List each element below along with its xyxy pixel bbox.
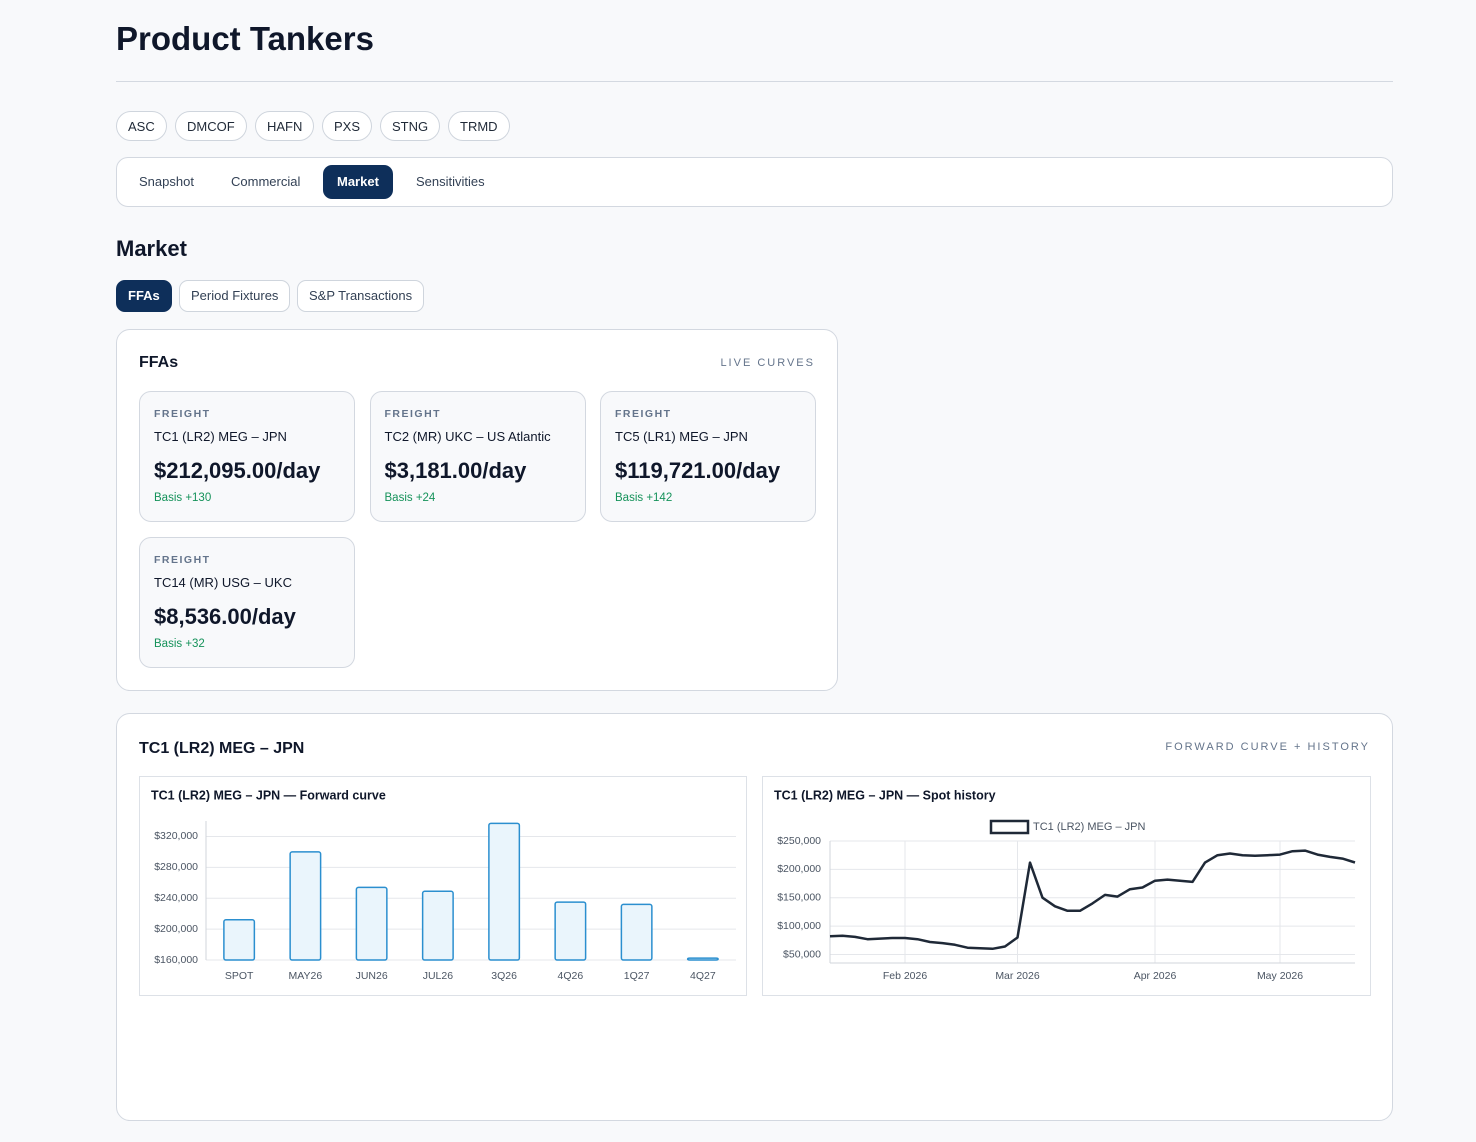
card-basis: Basis +32	[154, 638, 205, 650]
card-label: FREIGHT	[154, 408, 211, 420]
page-title: Product Tankers	[116, 20, 374, 57]
legend-label: TC1 (LR2) MEG – JPN	[1033, 821, 1146, 833]
card-price: $3,181.00/day	[384, 458, 527, 483]
ffa-card: FREIGHT TC14 (MR) USG – UKC $8,536.00/day B…	[139, 537, 355, 668]
chart-title: TC1 (LR2) MEG – JPN — Spot history	[774, 788, 996, 802]
legend-swatch	[989, 819, 1030, 835]
card-label: FREIGHT	[154, 554, 211, 566]
ticker-pill[interactable]: TRMD	[448, 111, 510, 141]
x-tick-label: 4Q27	[690, 970, 716, 982]
tab[interactable]: Sensitivities	[416, 174, 485, 189]
bar	[554, 901, 587, 961]
chart-title: TC1 (LR2) MEG – JPN — Forward curve	[151, 788, 386, 802]
card-price: $119,721.00/day	[615, 458, 781, 483]
card-route: TC2 (MR) UKC – US Atlantic	[384, 429, 551, 444]
subtab[interactable]: FFAs	[116, 280, 172, 312]
y-tick-label: $250,000	[777, 835, 821, 847]
bar	[223, 919, 256, 961]
card-basis: Basis +24	[384, 492, 436, 504]
x-tick-label: Apr 2026	[1134, 970, 1177, 982]
y-tick-label: $160,000	[154, 954, 198, 966]
bar-chart: TC1 (LR2) MEG – JPN — Forward curve $160,…	[151, 788, 736, 982]
ffa-card: FREIGHT TC5 (LR1) MEG – JPN $119,721.00/da…	[600, 391, 816, 522]
x-tick-label: Mar 2026	[995, 970, 1040, 982]
ticker-pill[interactable]: HAFN	[255, 111, 315, 141]
bar	[686, 957, 719, 961]
subtab[interactable]: Period Fixtures	[179, 280, 291, 312]
card-route: TC1 (LR2) MEG – JPN	[154, 429, 287, 444]
panel-tag: FORWARD CURVE + HISTORY	[1165, 741, 1370, 753]
bar	[421, 890, 454, 961]
card-basis: Basis +130	[154, 492, 212, 504]
card-label: FREIGHT	[615, 408, 672, 420]
y-tick-label: $240,000	[154, 892, 198, 904]
card-price: $8,536.00/day	[154, 604, 296, 629]
ticker-pill[interactable]: STNG	[380, 111, 441, 141]
y-tick-label: $280,000	[154, 861, 198, 873]
card-price: $212,095.00/day	[154, 458, 321, 483]
bar	[289, 851, 322, 961]
ticker-pill[interactable]: ASC	[116, 111, 167, 141]
x-tick-label: 1Q27	[624, 970, 650, 982]
y-tick-label: $200,000	[777, 863, 821, 875]
x-tick-label: MAY26	[289, 970, 323, 982]
line	[829, 849, 1356, 951]
chart-box: TC1 (LR2) MEG – JPN — Forward curve $160,…	[139, 776, 747, 996]
card-route: TC5 (LR1) MEG – JPN	[615, 429, 748, 444]
y-tick-label: $50,000	[783, 948, 821, 960]
ffa-card: FREIGHT TC1 (LR2) MEG – JPN $212,095.00/da…	[139, 391, 355, 522]
chart-box: TC1 (LR2) MEG – JPN — Spot history $50,00…	[762, 776, 1371, 996]
card-label: FREIGHT	[384, 408, 442, 420]
ffa-panel: FFAs LIVE CURVES FREIGHT TC1 (LR2) MEG – …	[116, 329, 838, 691]
x-tick-label: JUN26	[356, 970, 388, 982]
bar	[488, 822, 521, 961]
card-basis: Basis +142	[615, 492, 673, 504]
ffa-card: FREIGHT TC2 (MR) UKC – US Atlantic $3,181.…	[369, 391, 586, 522]
panel-title: TC1 (LR2) MEG – JPN	[139, 740, 305, 757]
divider	[116, 81, 1393, 82]
x-tick-label: JUL26	[423, 970, 454, 982]
tab[interactable]: Market	[323, 165, 393, 199]
x-tick-label: 4Q26	[558, 970, 584, 982]
bar	[620, 903, 653, 961]
y-tick-label: $320,000	[154, 830, 198, 842]
tab[interactable]: Snapshot	[139, 174, 194, 189]
y-tick-label: $100,000	[777, 920, 821, 932]
x-tick-label: SPOT	[225, 970, 254, 982]
tab-bar: Snapshot Commercial Market Sensitivities	[116, 157, 1393, 207]
ticker-pill[interactable]: PXS	[322, 111, 373, 141]
card-route: TC14 (MR) USG – UKC	[154, 575, 292, 590]
line-chart: TC1 (LR2) MEG – JPN — Spot history $50,00…	[774, 788, 1356, 982]
panel-title: FFAs	[139, 354, 179, 371]
subtab[interactable]: S&P Transactions	[297, 280, 425, 312]
y-tick-label: $150,000	[777, 892, 821, 904]
panel-tag: LIVE CURVES	[720, 357, 815, 369]
x-tick-label: Feb 2026	[883, 970, 928, 982]
bar	[355, 886, 388, 961]
ticker-pill[interactable]: DMCOF	[175, 111, 247, 141]
x-tick-label: May 2026	[1257, 970, 1303, 982]
y-tick-label: $200,000	[154, 923, 198, 935]
section-title: Market	[116, 236, 187, 261]
x-tick-label: 3Q26	[491, 970, 517, 982]
tab[interactable]: Commercial	[231, 174, 301, 189]
